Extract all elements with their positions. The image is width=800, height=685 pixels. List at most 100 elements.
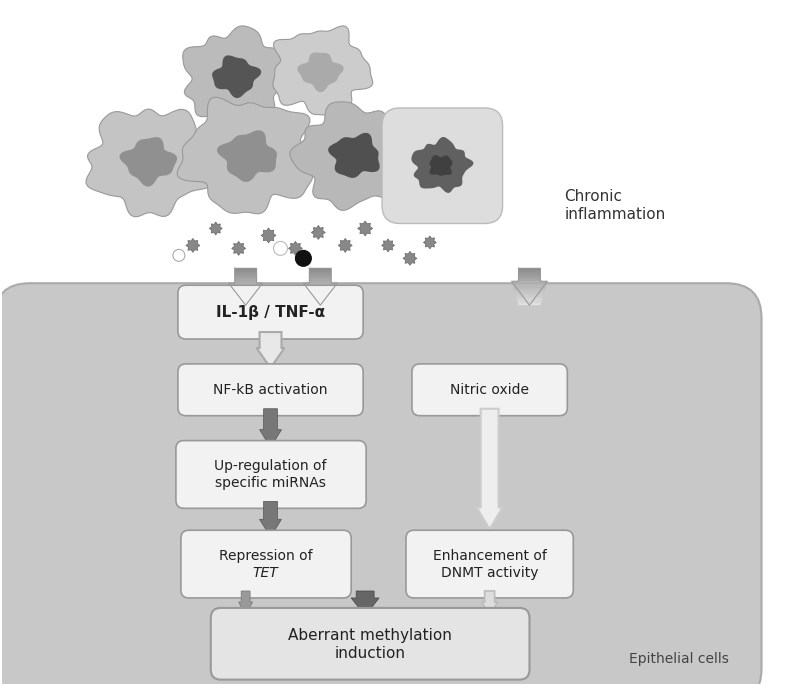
Text: Nitric oxide: Nitric oxide [450,383,529,397]
Polygon shape [518,278,541,279]
Polygon shape [310,275,331,277]
Polygon shape [304,284,337,286]
Polygon shape [516,297,543,298]
Circle shape [295,251,311,266]
Polygon shape [310,277,331,278]
Polygon shape [234,272,257,273]
Polygon shape [259,501,282,537]
Polygon shape [230,290,261,292]
Polygon shape [518,273,541,275]
Polygon shape [234,304,257,305]
Polygon shape [290,102,414,210]
Polygon shape [306,293,334,294]
Polygon shape [273,26,373,115]
Polygon shape [232,294,259,295]
Polygon shape [512,283,547,284]
Polygon shape [514,292,544,293]
Polygon shape [310,279,331,281]
Polygon shape [234,281,257,282]
Polygon shape [305,289,336,290]
Polygon shape [518,269,541,271]
Text: Chronic
inflammation: Chronic inflammation [564,189,666,222]
Polygon shape [230,287,262,288]
Polygon shape [177,97,313,214]
Polygon shape [517,299,542,300]
Polygon shape [310,278,331,279]
FancyBboxPatch shape [406,530,574,598]
Circle shape [274,241,287,256]
Polygon shape [309,304,332,305]
Polygon shape [212,55,261,98]
Polygon shape [518,277,541,278]
Polygon shape [310,273,331,275]
Polygon shape [229,283,262,284]
Polygon shape [234,269,257,271]
Polygon shape [234,279,257,281]
Polygon shape [514,289,545,290]
Text: NF-kB activation: NF-kB activation [214,383,328,397]
Polygon shape [518,304,541,305]
Polygon shape [234,277,257,278]
Polygon shape [238,591,253,616]
Polygon shape [257,332,285,368]
Polygon shape [230,286,262,287]
Polygon shape [310,272,331,273]
Polygon shape [217,130,277,182]
FancyBboxPatch shape [176,440,366,508]
Polygon shape [311,225,326,240]
Polygon shape [119,137,177,186]
Polygon shape [306,290,335,292]
Polygon shape [305,288,336,289]
Polygon shape [234,300,258,301]
Polygon shape [182,26,295,125]
Polygon shape [233,298,258,299]
FancyBboxPatch shape [412,364,567,416]
Polygon shape [516,295,543,297]
Polygon shape [307,298,334,299]
Polygon shape [306,292,335,293]
Text: Aberrant methylation: Aberrant methylation [288,628,452,643]
Polygon shape [231,292,260,293]
Polygon shape [232,241,246,256]
Polygon shape [513,284,546,286]
Polygon shape [310,269,331,271]
Polygon shape [310,271,331,272]
Polygon shape [234,303,258,304]
Polygon shape [261,228,276,243]
Polygon shape [310,281,331,282]
Polygon shape [234,282,257,283]
Polygon shape [232,295,259,297]
Polygon shape [304,283,337,284]
Polygon shape [234,273,257,275]
Polygon shape [210,222,222,235]
Polygon shape [230,288,262,289]
Polygon shape [515,294,544,295]
Polygon shape [518,275,541,277]
Polygon shape [234,301,258,303]
Polygon shape [309,303,332,304]
Text: IL-1β / TNF-α: IL-1β / TNF-α [216,305,325,320]
Polygon shape [328,133,380,178]
Text: Up-regulation of
specific miRNAs: Up-regulation of specific miRNAs [214,460,326,490]
Polygon shape [477,409,502,530]
Polygon shape [308,299,333,300]
Polygon shape [232,297,259,298]
Polygon shape [430,155,453,176]
Polygon shape [308,301,332,303]
Polygon shape [358,221,373,236]
Polygon shape [411,137,474,193]
Polygon shape [306,294,334,295]
Text: Enhancement of: Enhancement of [433,549,546,563]
Polygon shape [259,409,282,447]
Polygon shape [518,303,541,304]
Polygon shape [234,278,257,279]
Polygon shape [518,279,541,281]
FancyBboxPatch shape [178,364,363,416]
Polygon shape [304,287,336,288]
Polygon shape [518,272,541,273]
Polygon shape [382,239,394,252]
Polygon shape [515,293,544,294]
FancyBboxPatch shape [0,283,762,685]
Circle shape [173,249,185,262]
Polygon shape [306,295,334,297]
